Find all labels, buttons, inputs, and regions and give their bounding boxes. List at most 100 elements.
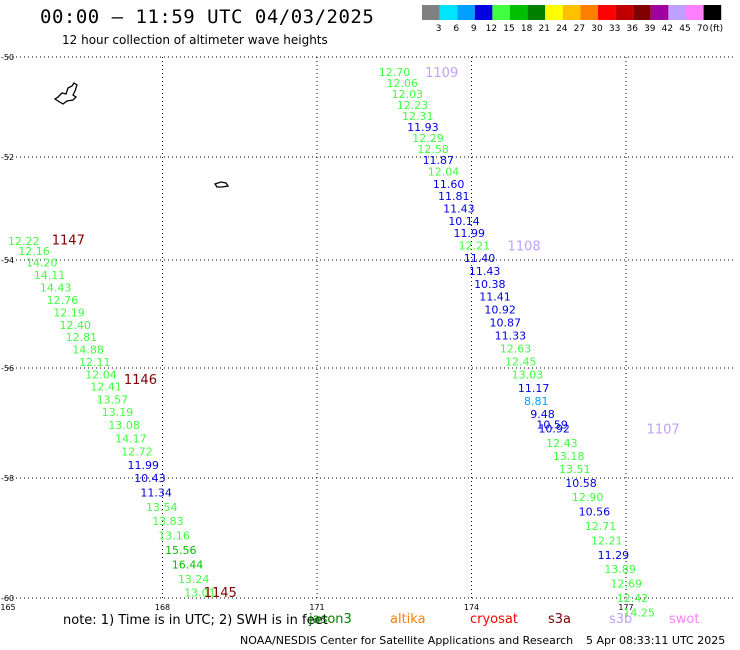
track-number-label: 1146	[124, 373, 157, 388]
wave-height-value: 14.17	[115, 432, 146, 445]
wave-height-value: 12.81	[66, 331, 98, 344]
map-title: 00:00 — 11:59 UTC 04/03/2025	[40, 6, 375, 28]
altimeter-tracks: 12.2212.1614.2014.1114.4312.7612.1912.40…	[8, 66, 655, 619]
legend-swatch	[668, 5, 686, 20]
wave-height-value: 12.04	[428, 165, 460, 178]
satellite-cryosat: cryosat	[470, 612, 518, 627]
track-number-label: 1145	[204, 586, 237, 601]
wave-height-value: 12.04	[85, 369, 117, 382]
wave-height-value: 11.99	[127, 459, 159, 472]
wave-height-value: 14.11	[34, 269, 66, 282]
legend-label: 18	[521, 24, 533, 34]
lon-tick-label: 171	[309, 603, 324, 612]
wave-height-value: 12.42	[617, 592, 649, 605]
legend-label: 39	[644, 24, 656, 34]
lon-tick-label: 168	[155, 603, 170, 612]
wave-height-value: 8.81	[524, 395, 549, 408]
wave-height-value: 14.20	[26, 257, 58, 270]
legend-label: 3	[436, 24, 442, 34]
legend-swatch	[510, 5, 528, 20]
wave-height-value: 13.89	[604, 563, 636, 576]
wave-height-value: 12.11	[79, 356, 111, 369]
wave-height-value: 11.34	[140, 486, 172, 499]
wave-height-value: 12.41	[90, 381, 122, 394]
wave-height-value: 12.63	[500, 343, 532, 356]
wave-height-value: 12.72	[121, 446, 153, 459]
legend-swatch	[650, 5, 669, 20]
legend-swatch	[422, 5, 440, 20]
wave-height-value: 12.45	[505, 356, 536, 369]
wave-height-value: 10.43	[134, 472, 166, 485]
lat-tick-label: -56	[1, 364, 14, 373]
wave-height-value: 12.06	[387, 77, 419, 90]
track-number-label: 1108	[508, 240, 541, 255]
wave-height-value: 12.22	[8, 235, 40, 248]
wave-height-value: 13.51	[559, 463, 591, 476]
wave-height-value: 11.99	[453, 227, 485, 240]
track-number-label: 1147	[52, 233, 85, 248]
wave-height-value: 14.43	[40, 282, 72, 295]
legend-label: 24	[556, 24, 568, 34]
legend-swatch	[527, 5, 546, 20]
wave-height-value: 11.17	[518, 382, 550, 395]
legend-swatch	[545, 5, 563, 20]
wave-height-value: 12.70	[379, 66, 411, 79]
wave-height-value: 12.90	[572, 491, 604, 504]
legend-label: 42	[662, 24, 673, 34]
lat-tick-label: -50	[1, 53, 14, 62]
legend-swatch	[580, 5, 598, 20]
wave-height-value: 12.31	[402, 110, 434, 123]
legend-swatch	[598, 5, 616, 20]
wave-height-value: 15.56	[165, 544, 197, 557]
wave-height-value: 10.38	[474, 278, 506, 291]
wave-height-value: 11.81	[438, 190, 470, 203]
wave-height-value: 12.71	[585, 520, 617, 533]
lon-tick-label: 165	[0, 603, 15, 612]
wave-height-value: 10.56	[579, 506, 611, 519]
wave-height-value: 10.58	[565, 477, 597, 490]
legend-unit: (ft)	[710, 24, 724, 34]
wave-height-value: 10.92	[484, 304, 516, 317]
legend-swatch	[474, 5, 493, 20]
wave-height-value: 16.44	[172, 558, 204, 571]
wave-height-value: 13.24	[178, 573, 210, 586]
wave-height-value: 11.29	[598, 549, 630, 562]
wave-height-value: 13.18	[553, 450, 585, 463]
legend-swatch	[439, 5, 458, 20]
lat-lon-grid: 165 168 171 174 177 -50 -52 -54 -56 -58 -60	[0, 53, 736, 612]
wave-height-value: 12.43	[546, 437, 578, 450]
satellite-jason3: jason3	[309, 612, 352, 627]
wave-height-value: 12.19	[53, 306, 85, 319]
wave-height-value: 13.83	[152, 515, 184, 528]
legend-swatch	[492, 5, 510, 20]
wave-height-value: 13.54	[146, 501, 178, 514]
lat-tick-label: -58	[1, 474, 14, 483]
legend-label: 33	[609, 24, 620, 34]
wave-height-value: 10.59	[536, 419, 568, 432]
lat-tick-label: -54	[1, 256, 14, 265]
legend-swatch	[562, 5, 581, 20]
wave-height-value: 13.08	[108, 419, 140, 432]
track-number-labels: 1147 1146 1145 1109 1108 1107	[52, 66, 680, 601]
wave-height-value: 10.87	[490, 317, 522, 330]
satellite-swot: swot	[669, 612, 700, 627]
wave-height-value: 11.40	[464, 252, 496, 265]
legend-label: 21	[538, 24, 549, 34]
legend-swatch	[633, 5, 651, 20]
satellite-s3a: s3a	[548, 612, 572, 627]
wave-height-value: 13.01	[184, 587, 216, 600]
legend-swatch	[615, 5, 634, 20]
wave-height-value: 12.29	[412, 132, 444, 145]
wave-height-value: 12.03	[392, 88, 424, 101]
lon-tick-label: 174	[464, 603, 479, 612]
satellite-s3b: s3b	[609, 612, 633, 627]
wave-height-value: 11.87	[423, 154, 455, 167]
wave-height-value: 13.03	[512, 369, 544, 382]
wave-height-value: 11.41	[479, 291, 511, 304]
lat-tick-label: -60	[1, 594, 14, 603]
legend-label: 15	[503, 24, 514, 34]
legend-label: 12	[486, 24, 497, 34]
legend-swatch	[686, 5, 704, 20]
wave-height-value: 12.21	[591, 534, 623, 547]
